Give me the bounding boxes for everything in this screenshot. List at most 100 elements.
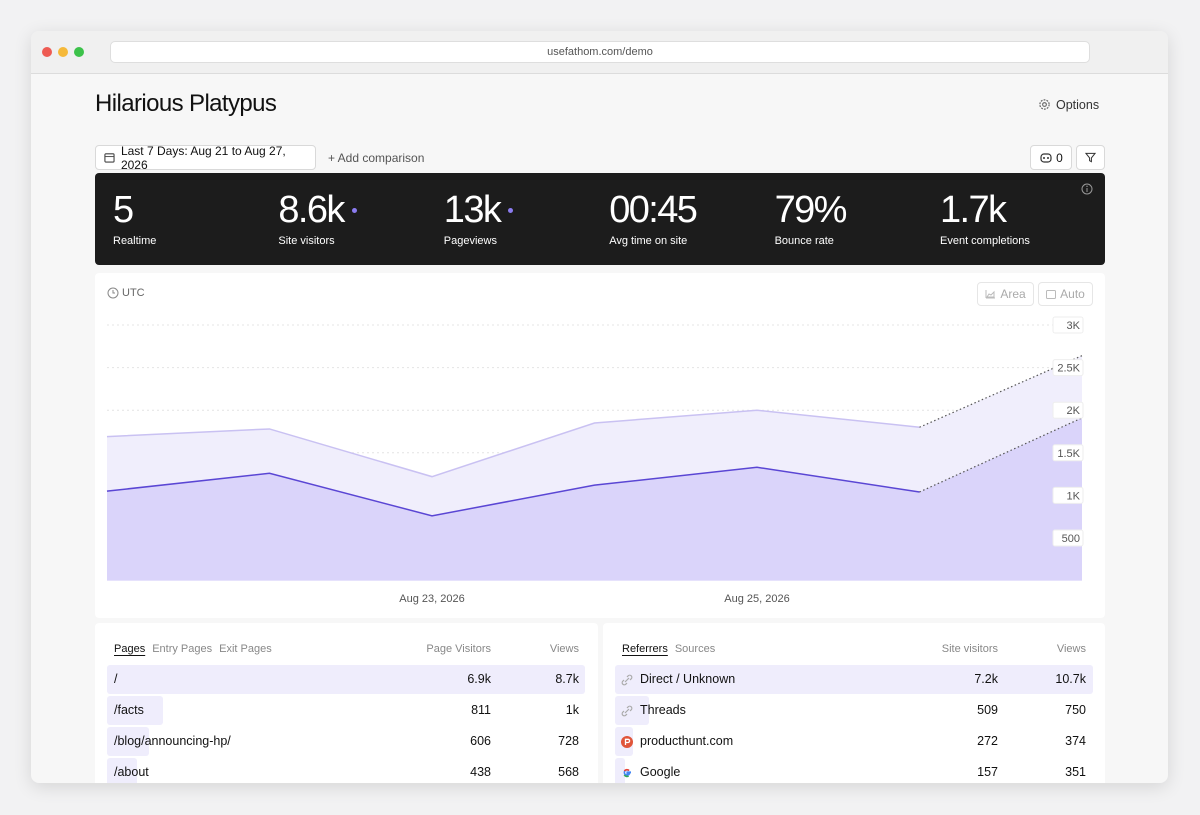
column-header: Site visitors [941, 643, 998, 655]
stat-label: Pageviews [443, 235, 497, 247]
add-comparison[interactable]: + Add comparison [328, 151, 425, 165]
row-value: 6.9k [467, 672, 491, 686]
filter-button[interactable] [1076, 145, 1105, 170]
bot-icon [1040, 153, 1052, 163]
stat: 8.6k Site visitors [278, 187, 438, 247]
row-label[interactable]: producthunt.com [640, 734, 734, 748]
x-tick-label: Aug 23, 2026 [399, 593, 464, 605]
row-value: 568 [558, 765, 579, 779]
stat: 5 Realtime [113, 187, 273, 247]
row-value: 509 [977, 703, 998, 717]
y-tick-label: 2.5K [1057, 363, 1080, 375]
column-header: Views [1056, 643, 1086, 655]
row-bar [107, 696, 164, 725]
projected-line [919, 417, 1083, 493]
close-button[interactable] [42, 47, 52, 57]
row-label[interactable]: /about [114, 765, 149, 779]
browser-window: usefathom.com/demo Hilarious Platypus Op… [31, 31, 1168, 783]
date-range-button[interactable]: Last 7 Days: Aug 21 to Aug 27, 2026 [95, 143, 316, 172]
source-icon [621, 674, 633, 686]
x-tick-label: Aug 25, 2026 [724, 593, 789, 605]
stat-value: 13k [443, 189, 502, 231]
tab[interactable]: Entry Pages [152, 643, 213, 655]
stat-value: 1.7k [940, 189, 1007, 231]
y-tick-label: 1.5K [1057, 448, 1080, 460]
url-bar[interactable]: usefathom.com/demo [110, 41, 1090, 63]
area-line [106, 466, 920, 517]
referrers-card: Referrers Sources Site visitors Views Direct… [603, 623, 1105, 783]
date-range-text: Last 7 Days: Aug 21 to Aug 27, 2026 [120, 143, 286, 172]
tab[interactable]: Pages [114, 643, 146, 655]
row-value: 374 [1065, 734, 1086, 748]
column-header: Page Visitors [426, 643, 491, 655]
area-icon [985, 290, 996, 299]
stage: usefathom.com/demo Hilarious Platypus Op… [31, 31, 1168, 783]
stat: 13k Pageviews [444, 187, 604, 247]
y-tick-box [1052, 359, 1084, 377]
area-chart: 500 1K 1.5K 2K 2.5K 3K Aug 23, 2026 Aug 25, 202… [106, 316, 1084, 605]
tab[interactable]: Sources [674, 643, 716, 655]
gear-icon [1039, 99, 1050, 110]
bot-button[interactable]: 0 [1030, 145, 1072, 170]
column-header: Views [549, 643, 579, 655]
stat-label: Avg time on site [609, 235, 688, 247]
y-tick-label: 500 [1062, 533, 1080, 545]
stat: 1.7k Event completions [940, 187, 1100, 247]
live-dot [508, 207, 514, 213]
stat-row: 79% [775, 187, 935, 233]
y-tick-box [1052, 444, 1084, 462]
stat-label: Site visitors [278, 235, 335, 247]
row-bar [107, 665, 585, 694]
y-tick-box [1052, 316, 1084, 334]
options-button[interactable]: Options [1056, 98, 1100, 112]
row-value: 272 [977, 734, 998, 748]
area-button[interactable]: Area [977, 282, 1034, 306]
stat-value: 79% [774, 189, 848, 231]
row-label[interactable]: / [114, 672, 118, 686]
stat-value: 00:45 [609, 189, 698, 231]
pages-card: Pages Entry Pages Exit Pages Page Visitors V… [95, 623, 598, 783]
row-value: 750 [1065, 703, 1086, 717]
minimize-button[interactable] [58, 47, 68, 57]
stat-row: 8.6k [278, 187, 438, 233]
y-tick-label: 1K [1067, 490, 1081, 502]
calendar-icon [1046, 290, 1057, 299]
source-icon [623, 768, 631, 778]
tab[interactable]: Exit Pages [219, 643, 272, 655]
row-value: 351 [1065, 765, 1086, 779]
row-value: 606 [470, 734, 491, 748]
area-line [106, 409, 920, 478]
row-value: 157 [977, 765, 998, 779]
row-bar [107, 758, 138, 783]
stat-value: 5 [113, 189, 134, 231]
y-tick-box [1052, 529, 1084, 547]
stat-row: 13k [444, 187, 604, 233]
stat-label: Realtime [113, 235, 157, 247]
source-icon [621, 705, 633, 717]
filter-icon [1085, 152, 1096, 163]
auto-button[interactable]: Auto [1038, 282, 1093, 306]
row-label[interactable]: /facts [114, 703, 144, 717]
info-icon[interactable] [1081, 183, 1093, 195]
maximize-button[interactable] [74, 47, 84, 57]
row-label[interactable]: /blog/announcing-hp/ [114, 734, 231, 748]
source-icon [621, 736, 633, 748]
stat-row: 00:45 [609, 187, 769, 233]
tab[interactable]: Referrers [622, 643, 668, 655]
calendar-icon [104, 153, 115, 163]
stat-label: Bounce rate [774, 235, 834, 247]
y-tick-label: 3K [1067, 320, 1081, 332]
row-value: 1k [565, 703, 579, 717]
clock-icon [107, 287, 119, 299]
row-label[interactable]: Threads [640, 703, 686, 717]
row-value: 728 [558, 734, 579, 748]
stats-panel: 5 Realtime 8.6k Site visitors 13k Pageviews 00… [95, 173, 1105, 265]
stat: 00:45 Avg time on site [609, 187, 769, 247]
row-bar [615, 665, 1093, 694]
row-label[interactable]: Google [640, 765, 681, 779]
y-tick-box [1052, 486, 1084, 504]
stat-label: Event completions [940, 235, 1030, 247]
row-label[interactable]: Direct / Unknown [640, 672, 736, 686]
row-value: 8.7k [555, 672, 579, 686]
